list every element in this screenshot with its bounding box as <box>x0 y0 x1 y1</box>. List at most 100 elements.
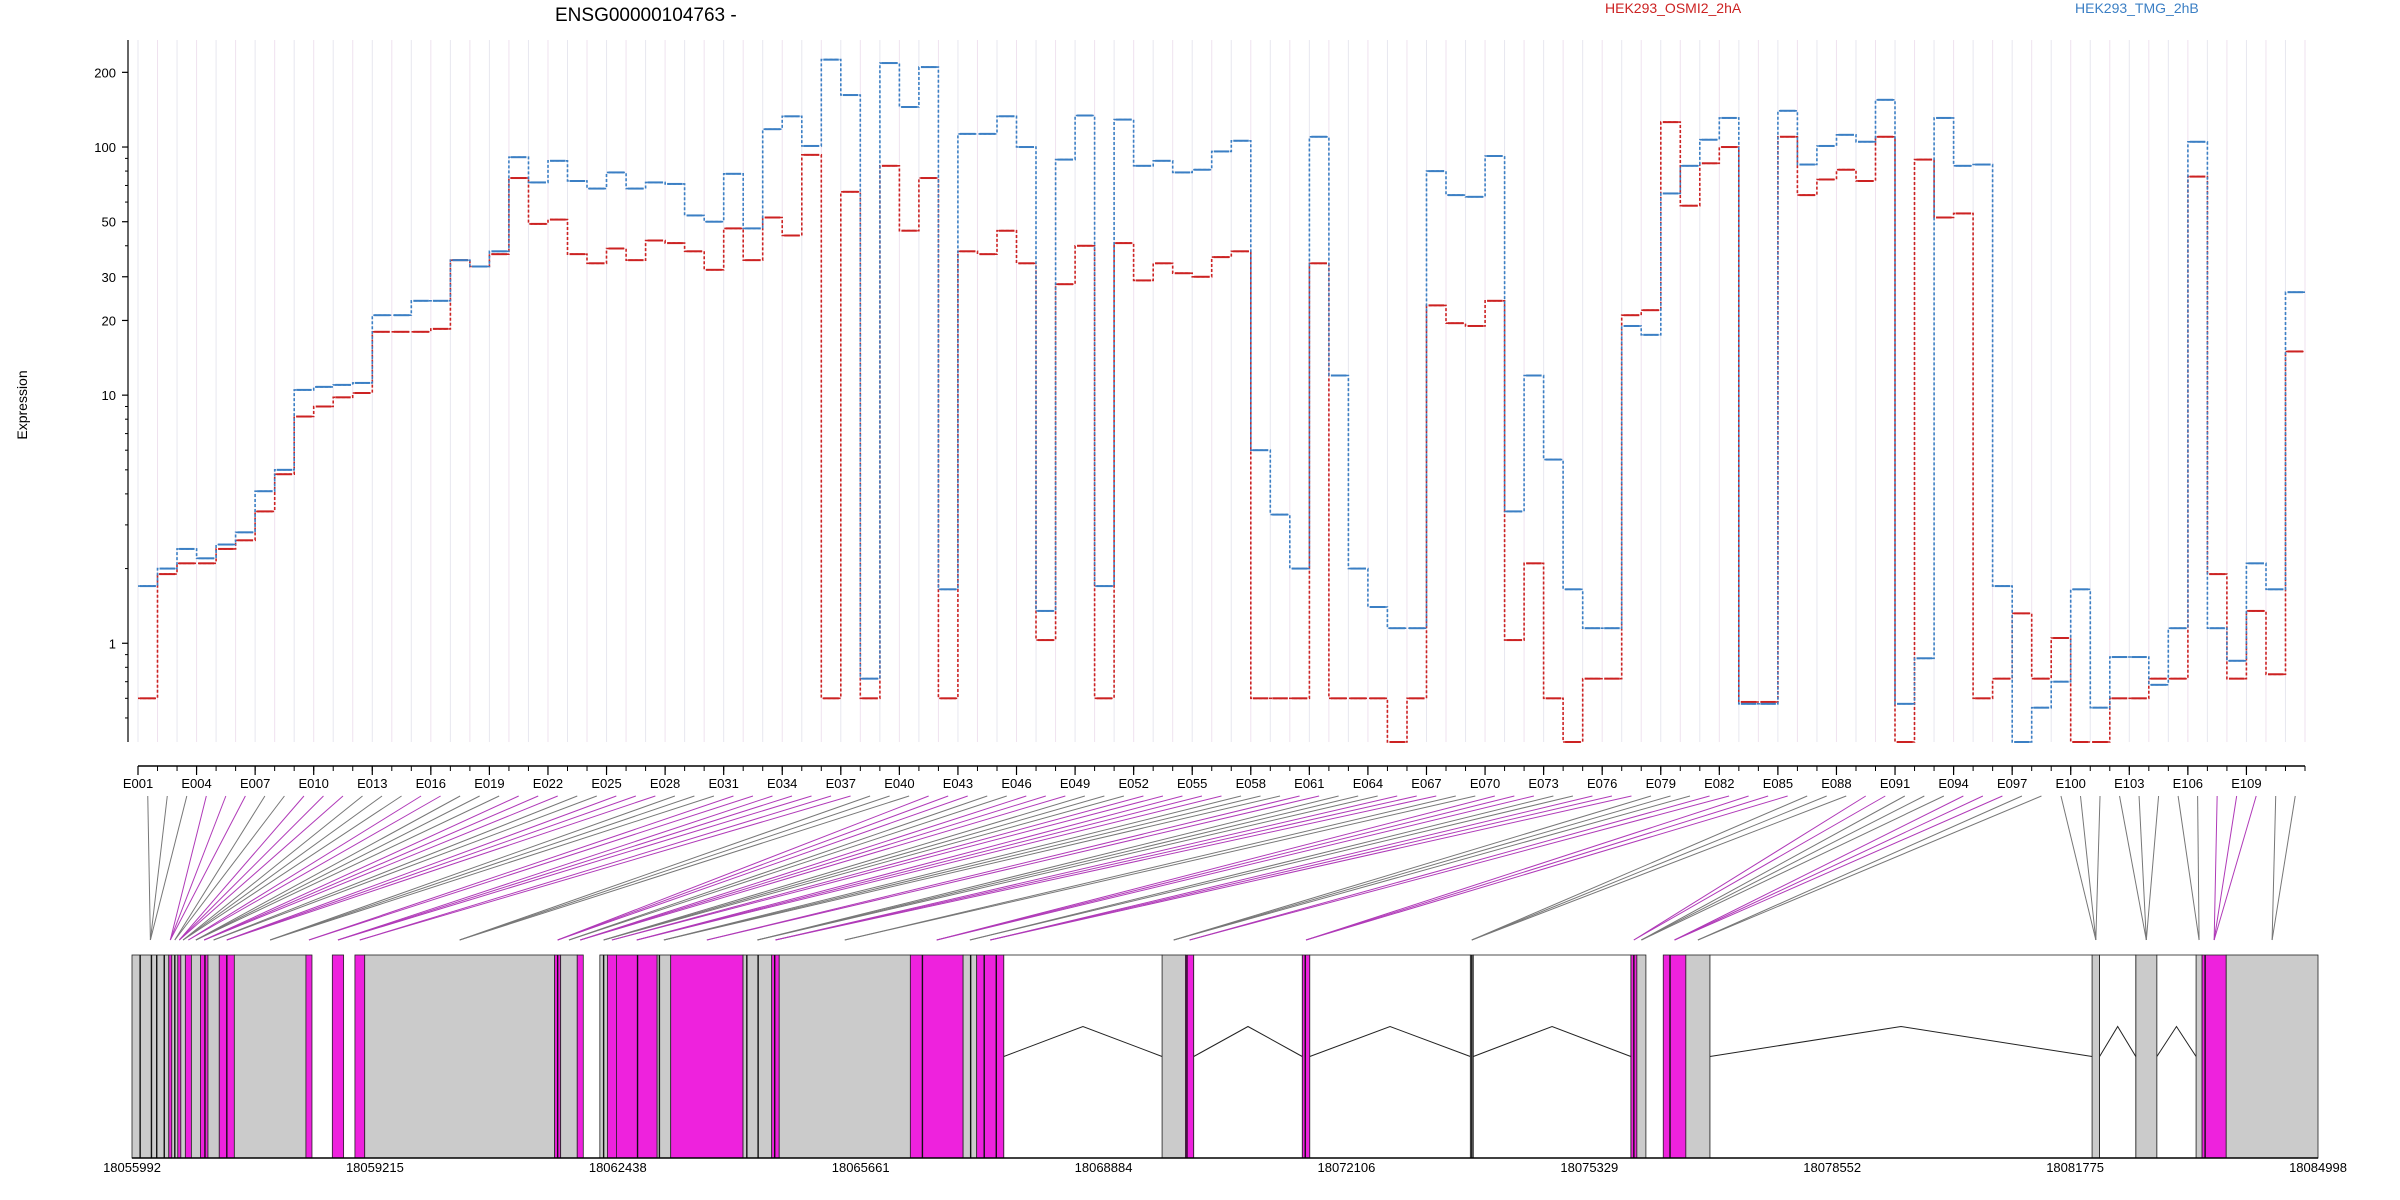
exon-connector <box>969 795 1554 941</box>
exon-connector <box>204 795 539 941</box>
exon-connector <box>1305 795 1788 941</box>
exon-connector <box>757 795 1339 941</box>
exon-connector <box>182 795 363 941</box>
exon-block <box>180 954 186 1159</box>
exon-block <box>2135 954 2158 1159</box>
exon-connector <box>557 795 949 941</box>
genomic-tick-label: 18084998 <box>2289 1160 2347 1175</box>
exon-tick-label: E022 <box>533 776 563 791</box>
exon-connector <box>269 795 695 941</box>
exon-connector <box>147 795 151 941</box>
exon-block <box>560 954 578 1159</box>
exon-tick-label: E103 <box>2114 776 2144 791</box>
exon-connector <box>775 795 1398 941</box>
exon-connector <box>2095 795 2101 941</box>
exon-tick-label: E085 <box>1763 776 1793 791</box>
exon-connector <box>1674 795 2003 941</box>
exon-tick-label: E025 <box>591 776 621 791</box>
exon-block <box>233 954 307 1159</box>
exon-connector <box>636 795 1183 941</box>
exon-block <box>962 954 978 1159</box>
exon-connector <box>359 795 851 941</box>
exon-connector <box>1633 795 1867 941</box>
exon-connector <box>936 795 1534 941</box>
splice-junction <box>1003 1025 1163 1057</box>
splice-junction <box>1709 1025 2093 1057</box>
exon-connector <box>2138 795 2147 941</box>
genomic-tick-label: 18075329 <box>1560 1160 1618 1175</box>
exon-connector <box>603 795 1125 941</box>
exon-tick-label: E004 <box>181 776 211 791</box>
exon-tick-label: E082 <box>1704 776 1734 791</box>
exon-block-tested <box>670 954 744 1159</box>
exon-tick-label: E076 <box>1587 776 1617 791</box>
exon-connector <box>969 795 1574 941</box>
splice-junction <box>1473 1025 1632 1057</box>
exon-connector <box>2119 795 2147 941</box>
exon-connector <box>1641 795 1925 941</box>
genomic-tick-label: 18065661 <box>832 1160 890 1175</box>
genomic-tick-label: 18055992 <box>103 1160 161 1175</box>
exon-connector <box>611 795 1144 941</box>
intron-box <box>2156 954 2197 1159</box>
exon-connector <box>337 795 773 941</box>
genomic-tick-label: 18072106 <box>1318 1160 1376 1175</box>
exon-connector <box>990 795 1593 941</box>
exon-connector <box>990 795 1613 941</box>
exon-connector <box>1305 795 1749 941</box>
exon-block-tested <box>1301 954 1311 1159</box>
exon-connector <box>936 795 1515 941</box>
exon-connector <box>757 795 1378 941</box>
genomic-tick-label: 18062438 <box>589 1160 647 1175</box>
exon-connector <box>203 795 519 941</box>
exon-connector <box>459 795 871 941</box>
exon-connector <box>1471 795 1827 941</box>
exon-connector <box>188 795 422 941</box>
exon-connector <box>308 795 754 941</box>
exon-tick-label: E058 <box>1236 776 1266 791</box>
exon-connector <box>213 795 578 941</box>
exon-connector <box>611 795 1164 941</box>
exon-tick-label: E064 <box>1353 776 1383 791</box>
exon-connector-lines <box>147 795 2296 941</box>
exon-block-tested <box>771 954 780 1159</box>
exon-connector <box>182 795 402 941</box>
exon-tick-label: E100 <box>2056 776 2086 791</box>
exon-connector <box>990 795 1632 941</box>
exon-connector <box>757 795 1359 941</box>
y-tick-label: 20 <box>102 313 116 328</box>
exon-connector <box>269 795 715 941</box>
exon-connector <box>580 795 1066 941</box>
exon-block-tested <box>184 954 192 1159</box>
exon-block <box>1161 954 1186 1159</box>
exon-connector <box>603 795 1085 941</box>
exon-connector <box>195 795 461 941</box>
exon-connector <box>844 795 1476 941</box>
exon-connector <box>580 795 1046 941</box>
exon-tick-label: E043 <box>943 776 973 791</box>
exon-connector <box>1305 795 1769 941</box>
exon-connector <box>459 795 890 941</box>
exon-connector <box>1189 795 1710 941</box>
exon-connector <box>603 795 1105 941</box>
exon-block <box>1685 954 1711 1159</box>
exon-connector <box>195 795 500 941</box>
axes-layer: 1 10 20 30 50 100 200 E001 E004 E007 E010 E013 E016 E… <box>94 65 2306 791</box>
y-tick-label: 10 <box>102 388 116 403</box>
exon-connector <box>936 795 1495 941</box>
exon-connector <box>636 795 1203 941</box>
exon-connector <box>663 795 1281 941</box>
splice-junction <box>1193 1025 1303 1057</box>
exon-block-tested <box>168 954 173 1159</box>
series-line-1 <box>138 121 2305 743</box>
exon-connector <box>174 795 285 941</box>
y-tick-label: 1 <box>109 636 116 651</box>
series-line-2 <box>138 58 2305 743</box>
exon-connector <box>2079 795 2097 941</box>
exon-connector <box>1697 795 2042 941</box>
exon-block-tested <box>576 954 584 1159</box>
exon-connector <box>706 795 1300 941</box>
exon-block <box>2225 954 2319 1159</box>
legend-series-2: HEK293_TMG_2hB <box>2075 0 2199 16</box>
